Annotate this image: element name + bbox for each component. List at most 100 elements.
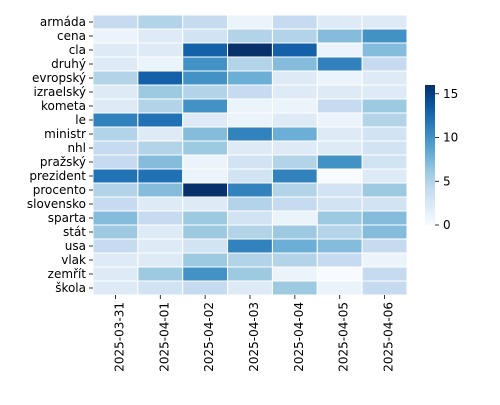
x-tick-label: 2025-03-31	[112, 302, 126, 372]
heatmap-cell-armáda-2025-04-04	[271, 14, 318, 30]
heatmap-cell-le-2025-04-01	[137, 112, 184, 128]
heatmap-cell-sparta-2025-04-02	[182, 210, 229, 226]
heatmap-cell-ministr-2025-04-02	[182, 126, 229, 142]
heatmap-cell-kometa-2025-04-04	[271, 98, 318, 114]
y-tick-label: prezident	[29, 169, 86, 183]
heatmap-cell-škola-2025-04-06	[361, 280, 408, 296]
heatmap-cell-zemřít-2025-04-06	[361, 266, 408, 282]
heatmap-cell-cena-2025-04-05	[316, 28, 363, 44]
heatmap-cell-zemřít-2025-04-02	[182, 266, 229, 282]
heatmap-cell-sparta-2025-03-31	[92, 210, 139, 226]
x-tick-label: 2025-04-02	[202, 302, 216, 372]
heatmap-cell-procento-2025-04-03	[227, 182, 273, 198]
heatmap-cell-le-2025-03-31	[92, 112, 139, 128]
heatmap-cell-armáda-2025-03-31	[92, 14, 139, 30]
heatmap-cell-prezident-2025-04-02	[182, 168, 229, 184]
heatmap-cell-stát-2025-04-04	[271, 224, 318, 240]
heatmap-cell-pražský-2025-03-31	[92, 154, 139, 170]
heatmap-cell-vlak-2025-03-31	[92, 252, 139, 268]
heatmap-cell-slovensko-2025-04-05	[316, 196, 363, 212]
heatmap-cell-stát-2025-03-31	[92, 224, 139, 240]
colorbar-gradient	[425, 85, 435, 225]
heatmap-cell-ministr-2025-04-03	[227, 126, 273, 142]
heatmap-cell-stát-2025-04-06	[361, 224, 408, 240]
colorbar-tick-label: 5	[443, 174, 451, 188]
heatmap-cell-cla-2025-04-02	[182, 42, 229, 58]
heatmap-cell-nhl-2025-04-02	[182, 140, 229, 156]
heatmap-cell-le-2025-04-03	[227, 112, 273, 128]
heatmap-cell-kometa-2025-04-06	[361, 98, 408, 114]
heatmap-cell-armáda-2025-04-01	[137, 14, 184, 30]
colorbar-tick-label: 15	[443, 87, 458, 101]
heatmap-cell-evropský-2025-03-31	[92, 70, 139, 86]
heatmap-cell-usa-2025-04-06	[361, 238, 408, 254]
heatmap-cell-prezident-2025-04-03	[227, 168, 273, 184]
heatmap-cell-slovensko-2025-04-03	[227, 196, 273, 212]
heatmap-cell-kometa-2025-04-01	[137, 98, 184, 114]
y-tick-label: procento	[33, 183, 86, 197]
heatmap-cell-procento-2025-04-04	[271, 182, 318, 198]
heatmap-cell-procento-2025-04-01	[137, 182, 184, 198]
heatmap-cell-slovensko-2025-04-02	[182, 196, 229, 212]
heatmap-cell-evropský-2025-04-02	[182, 70, 229, 86]
heatmap-cell-nhl-2025-04-04	[271, 140, 318, 156]
heatmap-cell-procento-2025-04-06	[361, 182, 408, 198]
heatmap-cell-zemřít-2025-03-31	[92, 266, 139, 282]
heatmap-cell-cla-2025-04-06	[361, 42, 408, 58]
heatmap-cell-nhl-2025-03-31	[92, 140, 139, 156]
heatmap-cell-druhý-2025-04-04	[271, 56, 318, 72]
heatmap-cell-zemřít-2025-04-05	[316, 266, 363, 282]
heatmap-cell-cla-2025-04-04	[271, 42, 318, 58]
heatmap-cell-vlak-2025-04-03	[227, 252, 273, 268]
heatmap-cell-vlak-2025-04-04	[271, 252, 318, 268]
heatmap-cell-slovensko-2025-04-04	[271, 196, 318, 212]
heatmap-cell-druhý-2025-04-06	[361, 56, 408, 72]
y-tick-label: armáda	[40, 15, 86, 29]
heatmap-cell-armáda-2025-04-02	[182, 14, 229, 30]
heatmap-cell-druhý-2025-04-05	[316, 56, 363, 72]
heatmap-cell-škola-2025-04-01	[137, 280, 184, 296]
heatmap-cell-izraelský-2025-04-05	[316, 84, 363, 100]
heatmap-cell-le-2025-04-02	[182, 112, 229, 128]
y-tick-label: zemřít	[48, 267, 87, 281]
heatmap-cell-cla-2025-03-31	[92, 42, 139, 58]
heatmap-cell-druhý-2025-03-31	[92, 56, 139, 72]
heatmap-cell-usa-2025-04-05	[316, 238, 363, 254]
heatmap-cell-škola-2025-04-03	[227, 280, 273, 296]
x-tick-label: 2025-04-04	[292, 302, 306, 372]
heatmap-cell-škola-2025-04-05	[316, 280, 363, 296]
heatmap-cell-izraelský-2025-04-02	[182, 84, 229, 100]
heatmap-cell-prezident-2025-03-31	[92, 168, 139, 184]
heatmap-cell-izraelský-2025-04-01	[137, 84, 184, 100]
heatmap-cell-škola-2025-04-02	[182, 280, 229, 296]
heatmap-cell-procento-2025-03-31	[92, 182, 139, 198]
x-tick-label: 2025-04-05	[337, 302, 351, 372]
heatmap-cell-le-2025-04-05	[316, 112, 363, 128]
heatmap-cell-slovensko-2025-03-31	[92, 196, 139, 212]
heatmap-cell-ministr-2025-04-05	[316, 126, 363, 142]
x-tick-label: 2025-04-06	[382, 302, 396, 372]
y-tick-label: škola	[55, 281, 86, 295]
heatmap-cells	[92, 14, 408, 296]
heatmap-cell-druhý-2025-04-03	[227, 56, 273, 72]
heatmap-cell-armáda-2025-04-03	[227, 14, 273, 30]
y-tick-label: vlak	[61, 253, 86, 267]
heatmap-cell-vlak-2025-04-02	[182, 252, 229, 268]
heatmap-cell-cla-2025-04-03	[227, 42, 273, 58]
heatmap-cell-izraelský-2025-04-04	[271, 84, 318, 100]
heatmap-cell-stát-2025-04-01	[137, 224, 184, 240]
heatmap-cell-usa-2025-04-02	[182, 238, 229, 254]
heatmap-cell-usa-2025-04-04	[271, 238, 318, 254]
heatmap-cell-prezident-2025-04-01	[137, 168, 184, 184]
heatmap-cell-cla-2025-04-01	[137, 42, 184, 58]
heatmap-cell-usa-2025-03-31	[92, 238, 139, 254]
heatmap-cell-ministr-2025-04-04	[271, 126, 318, 142]
colorbar-tick-label: 10	[443, 131, 458, 145]
heatmap-cell-slovensko-2025-04-01	[137, 196, 184, 212]
heatmap-cell-ministr-2025-03-31	[92, 126, 139, 142]
heatmap-cell-sparta-2025-04-01	[137, 210, 184, 226]
heatmap-cell-evropský-2025-04-04	[271, 70, 318, 86]
heatmap-cell-sparta-2025-04-04	[271, 210, 318, 226]
x-tick-label: 2025-04-03	[247, 302, 261, 372]
heatmap-cell-pražský-2025-04-04	[271, 154, 318, 170]
